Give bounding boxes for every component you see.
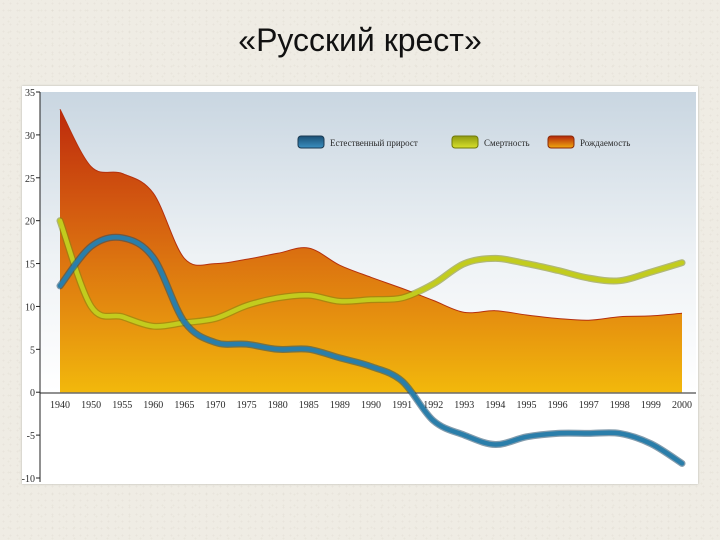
slide-title: «Русский крест»	[238, 22, 482, 58]
x-tick-label: 1997	[579, 400, 599, 411]
x-tick-label: 1965	[174, 400, 194, 411]
mortality-line	[57, 218, 685, 329]
x-tick-label: 1991	[392, 400, 412, 411]
x-tick-label: 1996	[548, 400, 568, 411]
legend: Естественный прирост Смертность Рождаемо…	[297, 135, 630, 149]
x-tick-label: 1950	[81, 400, 101, 411]
legend-swatch-mortality	[451, 135, 479, 149]
x-axis-ticks: 1940 1950 1955 1960 1965 1970 1975 1980 1985 1989…	[50, 400, 692, 411]
x-tick-label: 1970	[206, 400, 226, 411]
x-tick-label: 1998	[610, 400, 630, 411]
x-tick-label: 1980	[268, 400, 288, 411]
demographic-chart: 35 30 25 20 15 10 5 0 -5 -10 1940 1950 1955 1960 1965…	[22, 88, 696, 485]
series-lines	[56, 217, 686, 467]
natural-growth-line	[57, 235, 685, 466]
x-tick-label: 1999	[641, 400, 661, 411]
x-tick-label: 1975	[237, 400, 257, 411]
x-tick-label: 1940	[50, 400, 70, 411]
x-tick-label: 1995	[517, 400, 537, 411]
y-tick-label: 25	[25, 174, 35, 185]
x-tick-label: 1989	[330, 400, 350, 411]
y-axis-ticks: 35 30 25 20 15 10 5 0 -5 -10	[22, 88, 40, 485]
x-tick-label: 1990	[361, 400, 381, 411]
chart-panel: 35 30 25 20 15 10 5 0 -5 -10 1940 1950 1955 1960 1965…	[22, 86, 698, 485]
legend-swatch-natural-growth	[297, 135, 325, 149]
y-tick-label: -5	[27, 431, 35, 442]
y-tick-label: 30	[25, 131, 35, 142]
legend-label-mortality: Смертность	[484, 138, 530, 148]
legend-label-natural-growth: Естественный прирост	[330, 138, 418, 148]
y-tick-label: -10	[22, 474, 35, 484]
x-tick-label: 1993	[454, 400, 474, 411]
y-tick-label: 10	[25, 302, 35, 313]
legend-label-birth-rate: Рождаемость	[580, 138, 630, 148]
x-tick-label: 2000	[672, 400, 692, 411]
y-tick-label: 0	[30, 388, 35, 399]
y-tick-label: 20	[25, 217, 35, 228]
legend-swatch-birth-rate	[547, 135, 575, 149]
x-tick-label: 1992	[423, 400, 443, 411]
y-tick-label: 15	[25, 260, 35, 271]
x-tick-label: 1985	[299, 400, 319, 411]
x-tick-label: 1955	[112, 400, 132, 411]
y-tick-label: 35	[25, 88, 35, 99]
x-tick-label: 1960	[143, 400, 163, 411]
birth-rate-edge	[59, 108, 683, 321]
y-tick-label: 5	[30, 345, 35, 356]
x-tick-label: 1994	[485, 400, 505, 411]
x-axis-band	[40, 393, 696, 411]
